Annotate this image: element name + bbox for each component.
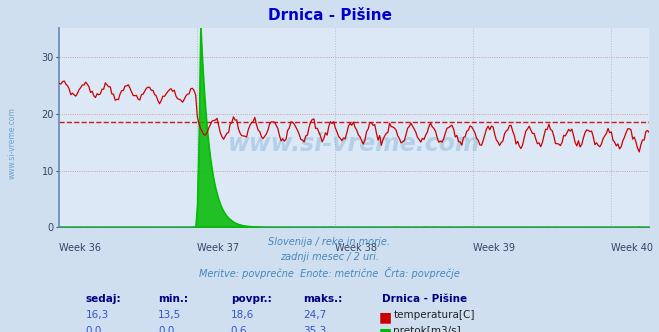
Text: Week 39: Week 39: [473, 243, 515, 253]
Text: 24,7: 24,7: [303, 310, 326, 320]
Text: Drnica - Pišine: Drnica - Pišine: [268, 8, 391, 23]
Text: Meritve: povprečne  Enote: metrične  Črta: povprečje: Meritve: povprečne Enote: metrične Črta:…: [199, 267, 460, 279]
Text: 18,6: 18,6: [231, 310, 254, 320]
Text: zadnji mesec / 2 uri.: zadnji mesec / 2 uri.: [280, 252, 379, 262]
Text: povpr.:: povpr.:: [231, 294, 272, 304]
Text: maks.:: maks.:: [303, 294, 343, 304]
Text: Week 37: Week 37: [197, 243, 239, 253]
Text: Week 38: Week 38: [335, 243, 378, 253]
Text: 0,0: 0,0: [158, 326, 175, 332]
Text: sedaj:: sedaj:: [86, 294, 121, 304]
Text: www.si-vreme.com: www.si-vreme.com: [228, 132, 480, 156]
Text: pretok[m3/s]: pretok[m3/s]: [393, 326, 461, 332]
Text: 16,3: 16,3: [86, 310, 109, 320]
Text: 35,3: 35,3: [303, 326, 326, 332]
Text: min.:: min.:: [158, 294, 188, 304]
Text: Slovenija / reke in morje.: Slovenija / reke in morje.: [268, 237, 391, 247]
Text: www.si-vreme.com: www.si-vreme.com: [8, 107, 17, 179]
Text: 0,6: 0,6: [231, 326, 247, 332]
Text: Drnica - Pišine: Drnica - Pišine: [382, 294, 467, 304]
Text: 0,0: 0,0: [86, 326, 102, 332]
Text: temperatura[C]: temperatura[C]: [393, 310, 475, 320]
Text: 13,5: 13,5: [158, 310, 181, 320]
Text: ■: ■: [379, 326, 392, 332]
Text: Week 40: Week 40: [612, 243, 653, 253]
Text: ■: ■: [379, 310, 392, 324]
Text: Week 36: Week 36: [59, 243, 101, 253]
